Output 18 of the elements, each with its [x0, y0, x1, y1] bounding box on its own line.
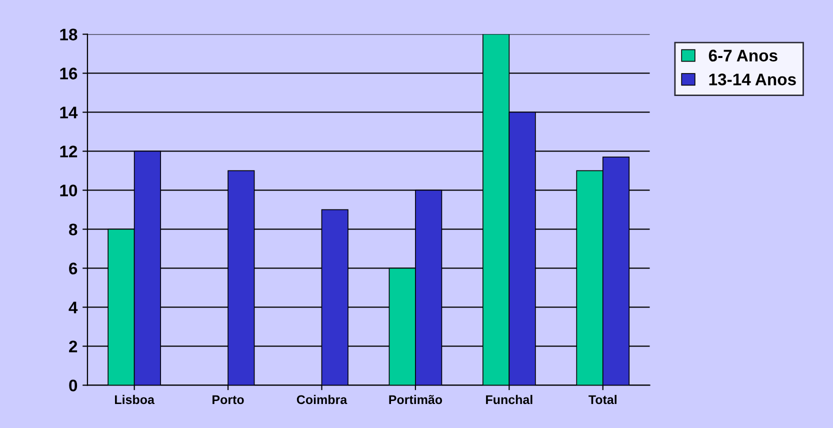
y-tick-label: 6 [69, 262, 78, 274]
y-tick-label: 0 [69, 380, 78, 392]
x-tick-label: Coimbra [296, 394, 348, 404]
x-tick-label: Total [588, 394, 616, 404]
y-tick-label: 16 [60, 68, 78, 80]
x-tick-label: Portimão [389, 394, 442, 404]
y-tick-label: 14 [60, 106, 78, 118]
y-tick-label: 18 [60, 28, 78, 40]
y-tick-label: 2 [69, 340, 78, 352]
legend-label: 6-7 Anos [708, 50, 778, 62]
x-tick-label: Porto [212, 395, 244, 404]
x-tick-label: Funchal [486, 394, 532, 404]
x-tick-label: Lisboa [115, 394, 155, 404]
y-tick-label: 10 [60, 184, 78, 196]
y-tick-label: 8 [69, 224, 78, 236]
y-tick-label: 4 [68, 302, 78, 314]
legend-label: 13-14 Anos [709, 74, 796, 86]
y-tick-label: 12 [60, 146, 78, 158]
